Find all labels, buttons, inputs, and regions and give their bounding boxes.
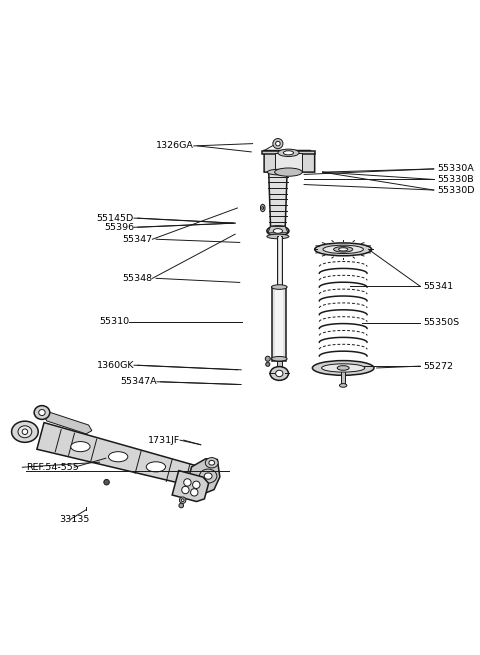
Ellipse shape — [199, 469, 217, 483]
Ellipse shape — [312, 361, 374, 375]
Text: 55396: 55396 — [104, 223, 134, 232]
Ellipse shape — [272, 285, 287, 290]
Text: REF.54-555: REF.54-555 — [26, 462, 79, 472]
Polygon shape — [264, 151, 315, 172]
Text: 1360GK: 1360GK — [96, 361, 134, 369]
Text: 1731JF: 1731JF — [148, 436, 180, 445]
Ellipse shape — [181, 499, 184, 502]
Ellipse shape — [179, 503, 183, 508]
Bar — [277, 361, 282, 367]
Bar — [275, 287, 283, 361]
Ellipse shape — [22, 429, 28, 434]
Text: 55310: 55310 — [99, 317, 130, 326]
Ellipse shape — [12, 421, 38, 442]
Ellipse shape — [267, 234, 289, 239]
Text: 55330A: 55330A — [437, 164, 474, 174]
Polygon shape — [37, 422, 199, 487]
Ellipse shape — [265, 356, 270, 362]
Ellipse shape — [315, 243, 372, 256]
Ellipse shape — [270, 367, 288, 381]
Ellipse shape — [334, 246, 353, 252]
Ellipse shape — [276, 370, 283, 377]
Polygon shape — [269, 172, 287, 227]
Text: 55347: 55347 — [122, 234, 152, 244]
Ellipse shape — [104, 479, 109, 485]
Bar — [279, 236, 281, 287]
Ellipse shape — [323, 245, 363, 253]
Ellipse shape — [180, 497, 186, 504]
Bar — [341, 368, 345, 385]
Ellipse shape — [262, 206, 264, 210]
Polygon shape — [186, 458, 220, 494]
Polygon shape — [262, 151, 315, 154]
Bar — [275, 153, 302, 172]
Ellipse shape — [338, 248, 348, 251]
Text: 55348: 55348 — [122, 274, 152, 283]
Ellipse shape — [205, 458, 218, 468]
Ellipse shape — [39, 409, 45, 415]
Ellipse shape — [276, 141, 280, 146]
Ellipse shape — [273, 229, 283, 233]
Ellipse shape — [266, 362, 270, 366]
Text: 55330B: 55330B — [437, 175, 474, 184]
Text: 33135: 33135 — [59, 515, 89, 524]
Ellipse shape — [71, 441, 90, 452]
Ellipse shape — [192, 481, 200, 489]
Ellipse shape — [337, 365, 349, 370]
Ellipse shape — [283, 151, 294, 155]
Text: 1326GA: 1326GA — [156, 141, 194, 151]
Ellipse shape — [34, 405, 50, 419]
Bar — [272, 287, 286, 361]
Ellipse shape — [146, 462, 166, 472]
Polygon shape — [268, 227, 288, 233]
Text: 55341: 55341 — [424, 282, 454, 291]
Ellipse shape — [204, 473, 212, 479]
Ellipse shape — [278, 149, 299, 157]
Ellipse shape — [18, 426, 32, 438]
Ellipse shape — [191, 489, 198, 496]
Text: 55272: 55272 — [424, 362, 454, 371]
Ellipse shape — [273, 139, 283, 149]
Ellipse shape — [267, 226, 289, 236]
Ellipse shape — [339, 384, 347, 387]
Ellipse shape — [267, 170, 288, 175]
Text: 55350S: 55350S — [424, 318, 460, 328]
Ellipse shape — [182, 486, 189, 494]
Polygon shape — [44, 412, 92, 434]
Ellipse shape — [261, 204, 265, 212]
Ellipse shape — [272, 356, 287, 361]
Text: 55347A: 55347A — [120, 377, 157, 386]
Ellipse shape — [184, 479, 191, 486]
Polygon shape — [172, 470, 209, 502]
Ellipse shape — [275, 168, 302, 176]
Text: 55330D: 55330D — [437, 185, 475, 195]
Ellipse shape — [108, 452, 128, 462]
Ellipse shape — [209, 460, 215, 465]
Bar — [277, 236, 282, 287]
Ellipse shape — [322, 364, 365, 372]
Text: 55145D: 55145D — [97, 214, 134, 223]
